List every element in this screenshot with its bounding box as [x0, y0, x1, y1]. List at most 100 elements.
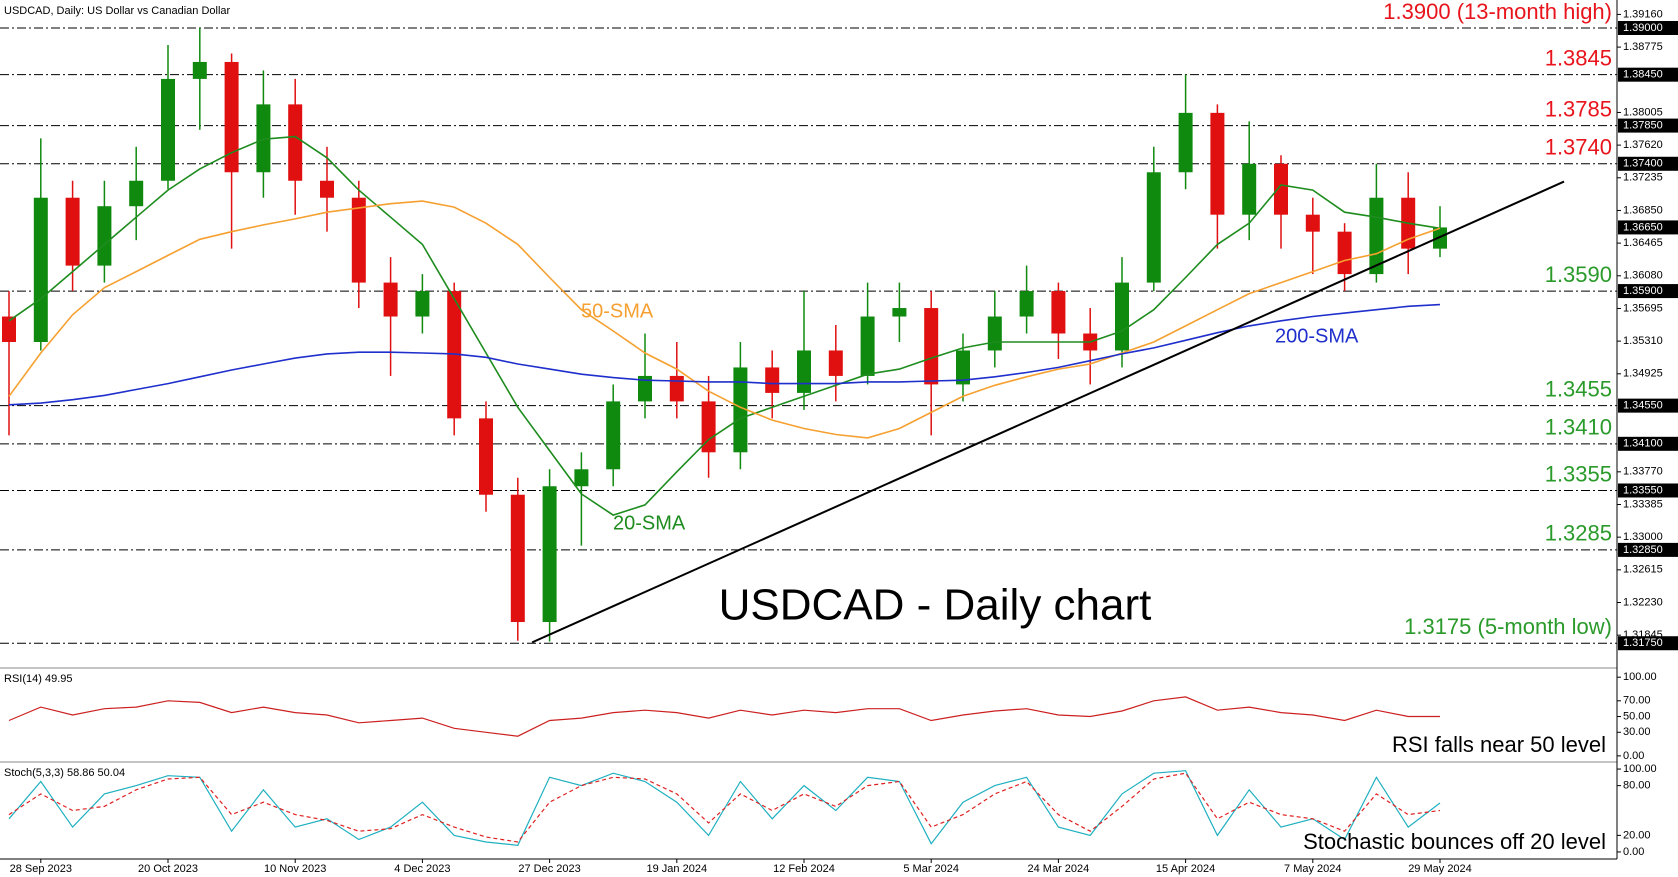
- y-tick-label: 1.33000: [1623, 531, 1663, 543]
- indicator-line: [8, 772, 1441, 843]
- candle-body: [542, 486, 557, 623]
- candle-body: [383, 282, 398, 317]
- y-tick-label: 100.00: [1623, 763, 1657, 775]
- sma-line: [8, 200, 1441, 439]
- level-box: [1618, 156, 1678, 171]
- level-note: 1.3355: [1545, 461, 1612, 486]
- level-label: 1.32850: [1623, 544, 1663, 556]
- level-note: 1.3590: [1545, 262, 1612, 287]
- candle-body: [1146, 172, 1161, 283]
- candle-body: [65, 197, 80, 266]
- candle-body: [1019, 291, 1034, 317]
- y-tick-label: 1.38005: [1623, 106, 1663, 118]
- candle-body: [1274, 163, 1288, 215]
- last-price-label: 1.36650: [1623, 221, 1663, 233]
- chart-subtitle: USDCAD - Daily chart: [719, 581, 1152, 630]
- y-tick-label: 20.00: [1623, 829, 1651, 841]
- candle-body: [765, 367, 780, 393]
- y-tick-label: 1.36850: [1623, 204, 1663, 216]
- level-label: 1.33550: [1623, 484, 1663, 496]
- candle-body: [320, 180, 334, 198]
- chart-title: USDCAD, Daily: US Dollar vs Canadian Dol…: [4, 5, 231, 17]
- x-tick-label: 29 May 2024: [1408, 863, 1472, 875]
- y-tick-label: 70.00: [1623, 695, 1651, 707]
- y-tick-label: 1.36080: [1623, 270, 1663, 282]
- indicator-line: [8, 696, 1440, 737]
- y-tick-label: 1.37235: [1623, 172, 1663, 184]
- candle-body: [1178, 112, 1193, 173]
- level-label: 1.34100: [1623, 438, 1663, 450]
- sma-label: 20-SMA: [613, 512, 686, 534]
- candle-body: [1051, 291, 1066, 334]
- sma-label: 50-SMA: [581, 300, 654, 322]
- y-tick-label: 1.36465: [1623, 237, 1663, 249]
- y-tick-label: 30.00: [1623, 726, 1651, 738]
- level-box: [1618, 636, 1678, 651]
- level-label: 1.37400: [1623, 158, 1663, 170]
- y-tick-label: 1.38775: [1623, 41, 1663, 53]
- candle-body: [1337, 231, 1352, 275]
- level-note: 1.3785: [1545, 96, 1612, 121]
- level-box: [1618, 284, 1678, 299]
- x-tick-label: 27 Dec 2023: [518, 863, 580, 875]
- x-tick-label: 24 Mar 2024: [1028, 863, 1090, 875]
- level-note: 1.3455: [1545, 376, 1612, 401]
- level-box: [1618, 21, 1678, 36]
- y-tick-label: 1.35695: [1623, 302, 1663, 314]
- candle-body: [860, 316, 875, 376]
- candle-body: [288, 104, 303, 181]
- candle-body: [606, 401, 621, 470]
- x-tick-label: 28 Sep 2023: [10, 863, 72, 875]
- sma-line: [8, 135, 1441, 516]
- y-tick-label: 1.33770: [1623, 466, 1663, 478]
- level-box: [1618, 542, 1678, 557]
- level-label: 1.39000: [1623, 22, 1663, 34]
- candle-body: [224, 61, 239, 173]
- x-tick-label: 19 Jan 2024: [647, 863, 708, 875]
- level-label: 1.35900: [1623, 285, 1663, 297]
- level-box: [1618, 436, 1678, 451]
- level-label: 1.34550: [1623, 400, 1663, 412]
- y-tick-label: 1.32230: [1623, 596, 1663, 608]
- level-box: [1618, 118, 1678, 133]
- x-tick-label: 5 Mar 2024: [903, 863, 959, 875]
- trendline: [531, 180, 1565, 644]
- y-tick-label: 0.00: [1623, 750, 1644, 762]
- candle-body: [701, 401, 716, 453]
- candle-body: [447, 291, 462, 419]
- level-note: 1.3900 (13-month high): [1383, 0, 1612, 24]
- x-tick-label: 4 Dec 2023: [394, 863, 450, 875]
- panel-annotation: RSI falls near 50 level: [1392, 732, 1606, 757]
- candle-body: [797, 350, 811, 393]
- y-tick-label: 1.34925: [1623, 368, 1663, 380]
- last-price-box: [1618, 220, 1678, 235]
- candle-body: [161, 78, 175, 181]
- candle-body: [638, 375, 652, 402]
- level-note: 1.3740: [1545, 135, 1612, 160]
- x-tick-label: 10 Nov 2023: [264, 863, 326, 875]
- level-label: 1.31750: [1623, 637, 1663, 649]
- panel-annotation: Stochastic bounces off 20 level: [1303, 829, 1606, 854]
- sma-label: 200-SMA: [1275, 325, 1359, 347]
- candle-body: [415, 291, 430, 317]
- candle-body: [129, 180, 144, 207]
- candle-body: [733, 367, 748, 453]
- candle-body: [987, 316, 1002, 351]
- candle-body: [97, 206, 112, 266]
- y-tick-label: 1.32615: [1623, 564, 1663, 576]
- level-label: 1.38450: [1623, 69, 1663, 81]
- x-tick-label: 7 May 2024: [1284, 863, 1341, 875]
- x-tick-label: 12 Feb 2024: [773, 863, 835, 875]
- candle-body: [33, 197, 48, 342]
- panel-title: Stoch(5,3,3) 58.86 50.04: [4, 767, 125, 779]
- panel-title: RSI(14) 49.95: [4, 673, 72, 685]
- level-box: [1618, 398, 1678, 413]
- level-box: [1618, 483, 1678, 498]
- level-note: 1.3285: [1545, 521, 1612, 546]
- candle-body: [256, 104, 271, 173]
- candle-body: [924, 308, 939, 385]
- candle-body: [956, 350, 970, 385]
- candle-body: [574, 469, 589, 487]
